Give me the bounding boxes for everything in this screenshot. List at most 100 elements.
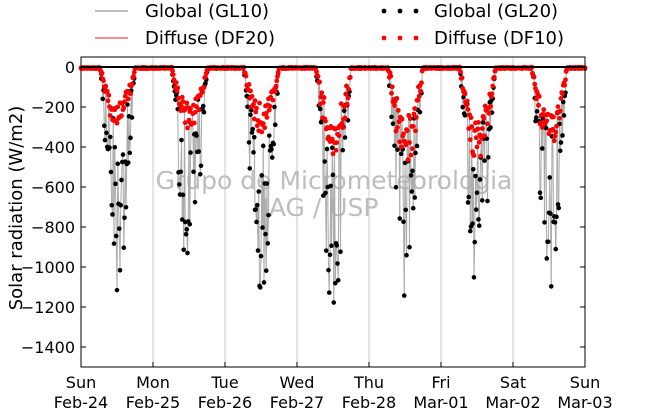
global-gl20-point: [260, 143, 266, 149]
diffuse-df10-point: [254, 105, 259, 111]
x-tick-label-day: Sun: [66, 373, 96, 392]
global-gl20-point: [111, 241, 117, 246]
diffuse-df10-point: [333, 147, 339, 153]
global-gl20-point: [473, 173, 478, 179]
global-gl10-segment: [475, 192, 478, 210]
global-gl10-segment: [190, 124, 192, 153]
global-gl10-segment: [324, 161, 326, 193]
global-gl20-point: [263, 231, 268, 237]
diffuse-df10-point: [254, 123, 260, 129]
global-gl20-point: [112, 144, 118, 150]
global-gl20-point: [194, 133, 199, 138]
diffuse-df10-point: [544, 118, 550, 124]
x-tick-label-day: Tue: [210, 373, 238, 392]
diffuse-df10-point: [262, 125, 268, 131]
diffuse-df10-point: [405, 157, 411, 163]
global-gl10-segment: [538, 121, 541, 193]
diffuse-df10-point: [264, 115, 270, 120]
global-gl20-point: [129, 115, 135, 120]
diffuse-df10-point: [203, 74, 208, 80]
global-gl10-segment: [550, 136, 553, 287]
diffuse-df10-point: [347, 74, 353, 80]
diffuse-df10-point: [336, 133, 342, 139]
global-gl20-point: [184, 227, 190, 232]
global-gl20-point: [485, 155, 491, 160]
diffuse-df10-point: [407, 116, 413, 121]
global-gl10-segment: [184, 110, 186, 223]
global-gl20-point: [323, 190, 328, 196]
diffuse-df10-point: [465, 107, 471, 112]
global-gl10-segment: [404, 162, 407, 210]
diffuse-df10-point: [260, 121, 266, 126]
diffuse-df10-point: [180, 99, 186, 104]
global-gl20-point: [256, 189, 262, 194]
x-tick-label-date: Feb-28: [342, 393, 396, 409]
diffuse-df10-point: [200, 89, 205, 95]
diffuse-df10-point: [252, 98, 258, 104]
global-gl20-point: [465, 200, 471, 205]
diffuse-df10-point: [170, 68, 175, 74]
diffuse-df10-point: [563, 77, 568, 83]
diffuse-df10-point: [103, 83, 109, 89]
global-gl20-point: [553, 246, 559, 252]
global-gl20-point: [538, 195, 544, 201]
diffuse-df10-point: [482, 133, 487, 139]
global-gl20-point: [340, 147, 346, 153]
global-gl20-point: [543, 125, 549, 131]
diffuse-df10-point: [538, 120, 544, 126]
diffuse-df10-point: [394, 96, 400, 101]
x-tick-label-date: Mar-01: [413, 393, 468, 409]
diffuse-df10-point: [340, 125, 346, 130]
x-tick-label-day: Fri: [431, 373, 450, 392]
diffuse-df10-point: [121, 105, 127, 111]
global-gl20-point: [251, 134, 257, 140]
global-gl20-point: [542, 220, 547, 225]
diffuse-df10-point: [274, 78, 280, 84]
global-gl20-point: [183, 231, 189, 237]
global-gl20-point: [200, 103, 206, 109]
global-gl20-point: [196, 149, 202, 154]
diffuse-df10-point: [266, 107, 272, 113]
global-gl10-segment: [549, 177, 551, 214]
global-gl20-point: [401, 219, 406, 225]
global-gl10-segment: [194, 133, 197, 203]
global-gl20-point: [260, 225, 265, 230]
global-gl10-segment: [200, 109, 203, 166]
global-gl20-point: [341, 108, 347, 114]
legend-marker-global-gl20: [413, 8, 419, 14]
diffuse-df10-point: [272, 89, 278, 95]
global-gl10-segment: [559, 123, 561, 151]
diffuse-df10-point: [395, 125, 400, 130]
diffuse-df10-point: [344, 83, 349, 89]
diffuse-df10-point: [319, 90, 325, 96]
diffuse-df10-point: [314, 69, 319, 75]
diffuse-df10-point: [479, 126, 485, 131]
global-gl20-point: [326, 290, 332, 295]
global-gl20-point: [323, 248, 329, 253]
global-gl20-point: [125, 102, 130, 107]
global-gl10-segment: [129, 137, 131, 153]
diffuse-df10-point: [403, 142, 409, 148]
diffuse-df10-point: [557, 115, 562, 121]
diffuse-df10-point: [259, 129, 265, 135]
diffuse-df10-point: [129, 81, 135, 87]
diffuse-df10-point: [320, 100, 326, 105]
global-gl20-point: [127, 150, 133, 156]
global-gl10-segment: [118, 203, 120, 229]
diffuse-df10-point: [192, 109, 198, 115]
global-gl20-point: [251, 150, 256, 155]
diffuse-df10-point: [485, 121, 490, 127]
diffuse-df10-point: [184, 100, 190, 106]
global-gl20-point: [122, 215, 127, 221]
global-gl20-point: [338, 249, 343, 255]
diffuse-df10-point: [339, 121, 345, 126]
global-gl20-point: [331, 300, 337, 305]
global-gl20-point: [253, 207, 259, 212]
global-gl10-segment: [247, 96, 250, 143]
diffuse-df10-point: [105, 98, 111, 104]
diffuse-df10-point: [415, 97, 421, 103]
global-gl10-segment: [119, 205, 122, 271]
global-gl20-point: [397, 216, 403, 221]
global-gl20-point: [410, 205, 416, 211]
global-gl10-segment: [114, 147, 116, 184]
